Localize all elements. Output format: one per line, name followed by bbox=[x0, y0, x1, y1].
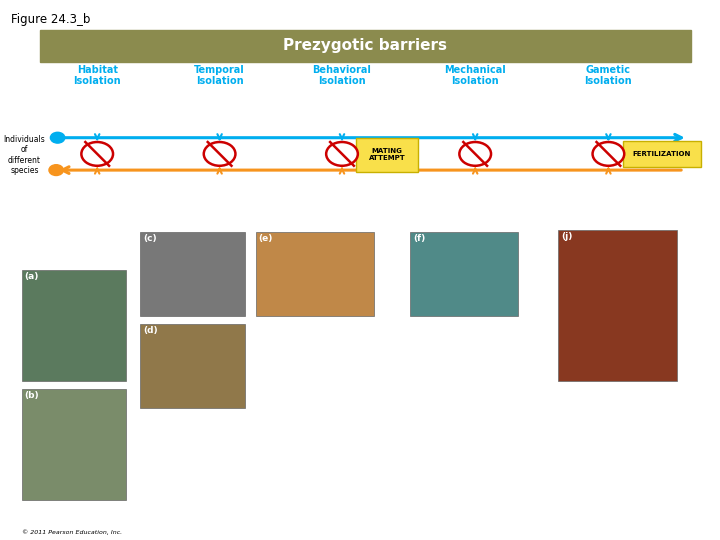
Circle shape bbox=[49, 165, 63, 176]
Text: Temporal
Isolation: Temporal Isolation bbox=[194, 65, 245, 86]
Text: (b): (b) bbox=[24, 391, 39, 400]
FancyBboxPatch shape bbox=[40, 30, 691, 62]
Text: Behavioral
Isolation: Behavioral Isolation bbox=[312, 65, 372, 86]
Circle shape bbox=[81, 142, 113, 166]
FancyBboxPatch shape bbox=[558, 230, 677, 381]
Text: (j): (j) bbox=[561, 232, 572, 241]
Text: (f): (f) bbox=[413, 234, 426, 244]
Text: Figure 24.3_b: Figure 24.3_b bbox=[11, 14, 90, 26]
Text: Habitat
Isolation: Habitat Isolation bbox=[73, 65, 121, 86]
Text: FERTILIZATION: FERTILIZATION bbox=[632, 151, 691, 158]
Circle shape bbox=[459, 142, 491, 166]
FancyBboxPatch shape bbox=[140, 324, 245, 408]
Text: Individuals
of
different
species: Individuals of different species bbox=[4, 135, 45, 175]
FancyBboxPatch shape bbox=[356, 138, 418, 172]
FancyBboxPatch shape bbox=[256, 232, 374, 316]
Circle shape bbox=[326, 142, 358, 166]
Text: (c): (c) bbox=[143, 234, 157, 244]
Circle shape bbox=[50, 132, 65, 143]
FancyBboxPatch shape bbox=[623, 141, 701, 167]
Text: Prezygotic barriers: Prezygotic barriers bbox=[284, 38, 447, 53]
FancyBboxPatch shape bbox=[410, 232, 518, 316]
Text: (d): (d) bbox=[143, 326, 158, 335]
Text: © 2011 Pearson Education, Inc.: © 2011 Pearson Education, Inc. bbox=[22, 529, 122, 535]
Text: Gametic
Isolation: Gametic Isolation bbox=[585, 65, 632, 86]
FancyBboxPatch shape bbox=[22, 389, 126, 500]
Text: (a): (a) bbox=[24, 272, 39, 281]
Text: Mechanical
Isolation: Mechanical Isolation bbox=[444, 65, 506, 86]
Circle shape bbox=[593, 142, 624, 166]
Circle shape bbox=[204, 142, 235, 166]
FancyBboxPatch shape bbox=[22, 270, 126, 381]
FancyBboxPatch shape bbox=[140, 232, 245, 316]
Text: (e): (e) bbox=[258, 234, 273, 244]
Text: MATING
ATTEMPT: MATING ATTEMPT bbox=[369, 148, 405, 161]
